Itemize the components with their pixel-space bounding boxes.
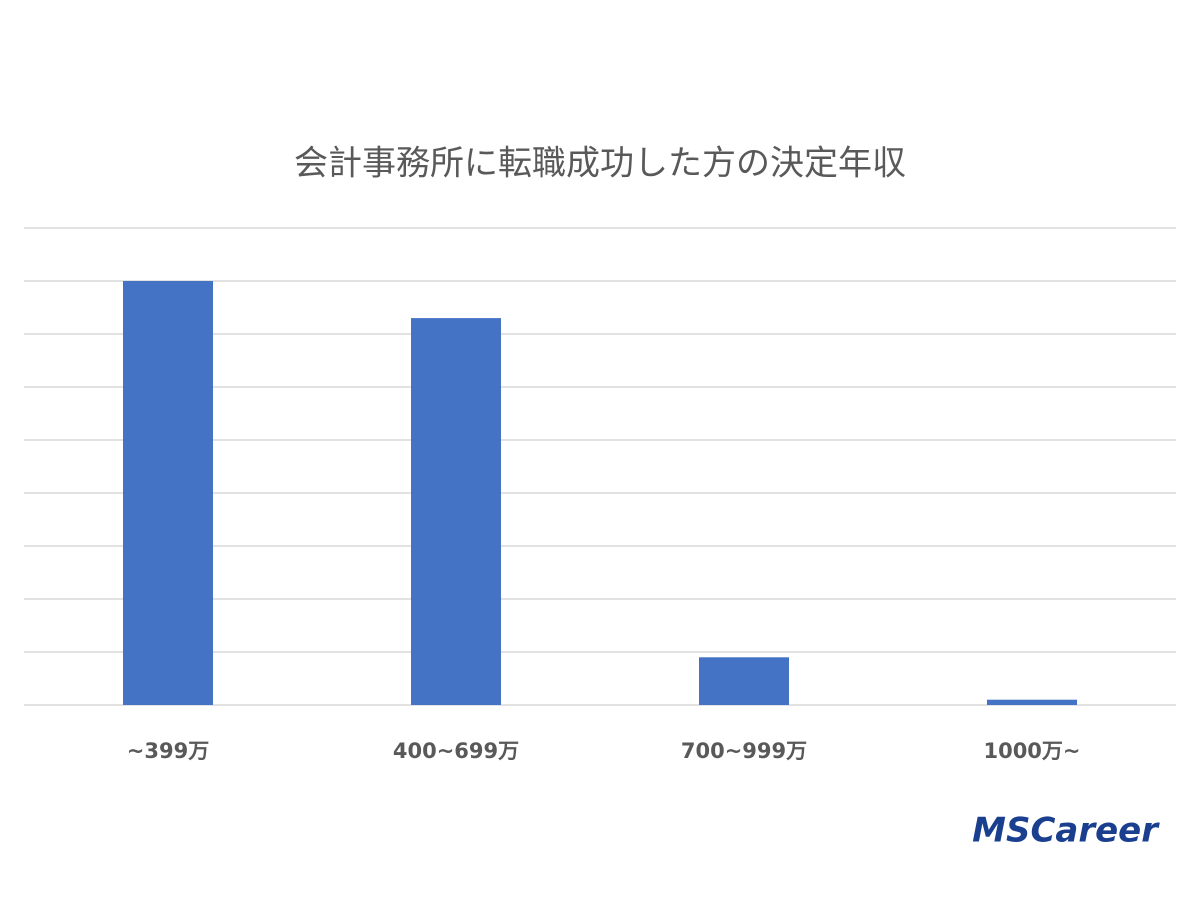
x-tick-label: 400~699万 (393, 739, 519, 763)
x-tick-label: 1000万~ (983, 739, 1080, 763)
chart-title: 会計事務所に転職成功した方の決定年収 (294, 144, 906, 184)
bar (699, 657, 789, 705)
logo: MSCareer (972, 811, 1160, 851)
x-tick-label: 700~999万 (681, 739, 807, 763)
bar (123, 281, 213, 705)
bar (411, 318, 501, 705)
x-tick-label: ~399万 (127, 739, 209, 763)
bar (987, 699, 1077, 705)
